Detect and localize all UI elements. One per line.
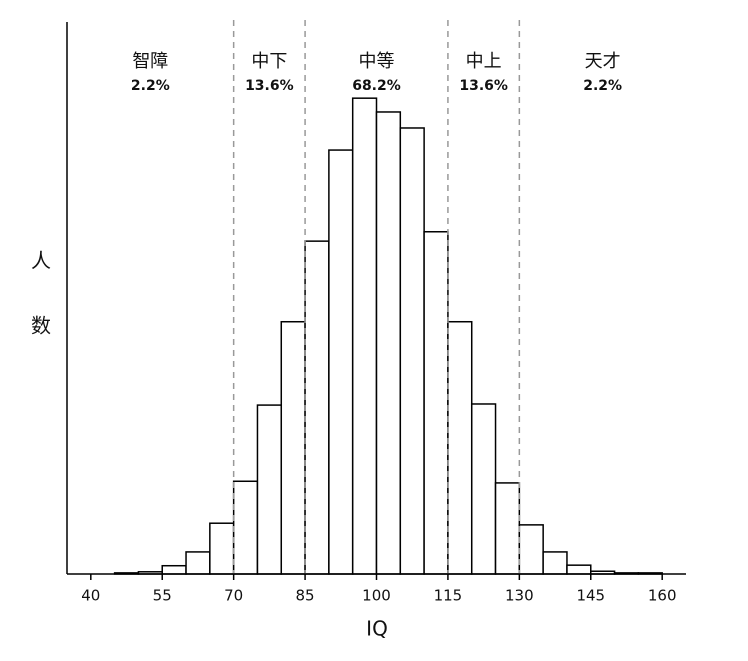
bar	[280, 320, 306, 575]
x-tick-label: 100	[362, 587, 391, 605]
x-axis-label: IQ	[366, 617, 388, 641]
bar	[423, 231, 449, 575]
region-name: 天才	[585, 51, 621, 72]
bar	[256, 404, 283, 575]
region-share: 13.6%	[459, 78, 508, 94]
bar	[304, 240, 330, 575]
region-name: 中上	[466, 51, 502, 72]
region-share: 68.2%	[352, 78, 401, 94]
region-share: 13.6%	[245, 78, 294, 94]
bar	[566, 564, 592, 575]
bar	[232, 480, 259, 575]
bar	[351, 97, 378, 575]
x-tick-label: 55	[153, 587, 172, 605]
x-tick-label: 115	[434, 587, 463, 605]
bar	[447, 320, 473, 575]
y-axis-label: 人数	[28, 250, 52, 380]
x-tick-label: 145	[576, 587, 605, 605]
region-name: 中等	[359, 51, 395, 72]
bar	[518, 524, 544, 575]
x-tick-label: 130	[505, 587, 534, 605]
region-name: 中下	[251, 51, 287, 72]
region-share: 2.2%	[583, 78, 622, 94]
bar	[375, 111, 402, 575]
bar	[328, 149, 354, 575]
bar	[494, 482, 521, 575]
bar	[185, 551, 211, 575]
region-share: 2.2%	[131, 78, 170, 94]
bar	[470, 403, 497, 575]
x-tick-label: 160	[648, 587, 677, 605]
x-tick-label: 85	[296, 587, 315, 605]
bar	[161, 564, 187, 575]
x-tick-label: 40	[81, 587, 100, 605]
bar	[399, 127, 425, 575]
bar	[542, 551, 568, 575]
region-name: 智障	[132, 51, 168, 72]
x-tick-label: 70	[224, 587, 243, 605]
bar	[209, 522, 235, 575]
